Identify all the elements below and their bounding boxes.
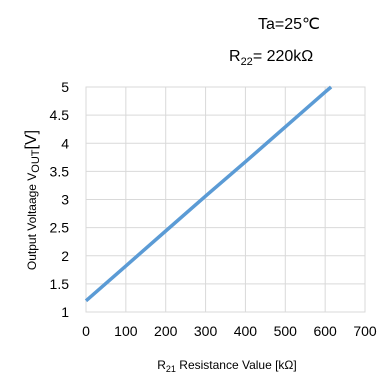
- r22-annotation: R22= 220kΩ: [229, 48, 313, 68]
- grid: [85, 86, 366, 313]
- x-tick-label: 100: [114, 323, 138, 339]
- y-tick-label: 2.5: [50, 220, 70, 236]
- x-tick-label: 200: [154, 323, 178, 339]
- x-tick-label: 400: [234, 323, 258, 339]
- y-tick-label: 1.5: [50, 276, 70, 292]
- x-axis-label-prefix: R: [157, 358, 166, 372]
- temperature-annotation: Ta=25℃: [258, 16, 320, 33]
- x-tick-label: 300: [194, 323, 218, 339]
- x-tick-labels: 0 100 200 300 400 500 600 700: [82, 323, 377, 339]
- y-tick-label: 1: [61, 304, 69, 320]
- y-tick-labels: 1 1.5 2 2.5 3 3.5 4 4.5 5: [50, 79, 70, 320]
- y-tick-label: 2: [61, 248, 69, 264]
- r22-symbol: R: [229, 48, 241, 65]
- x-tick-label: 0: [82, 323, 90, 339]
- y-axis-label: Output Voltaage VOUT[V]: [23, 130, 42, 270]
- x-tick-label: 700: [353, 323, 377, 339]
- y-tick-label: 3: [61, 192, 69, 208]
- x-axis-label-subscript: 21: [166, 364, 176, 374]
- y-tick-label: 4.5: [50, 107, 70, 123]
- series-layer: [84, 85, 333, 303]
- y-axis-label-prefix: Output Voltaage V: [25, 173, 39, 270]
- x-axis-label: R21 Resistance Value [kΩ]: [157, 358, 297, 374]
- y-tick-label: 4: [61, 135, 69, 151]
- x-tick-label: 500: [274, 323, 298, 339]
- y-axis-label-suffix: [V]: [23, 130, 40, 150]
- y-tick-label: 5: [61, 79, 69, 95]
- x-axis-label-text: Resistance Value [kΩ]: [176, 358, 297, 372]
- x-tick-label: 600: [313, 323, 337, 339]
- y-tick-label: 3.5: [50, 163, 70, 179]
- y-axis-label-subscript: OUT: [30, 149, 42, 173]
- plot-area: [85, 86, 366, 313]
- r22-value: = 220kΩ: [253, 48, 313, 65]
- r22-subscript: 22: [241, 56, 253, 68]
- series-line: [84, 85, 333, 303]
